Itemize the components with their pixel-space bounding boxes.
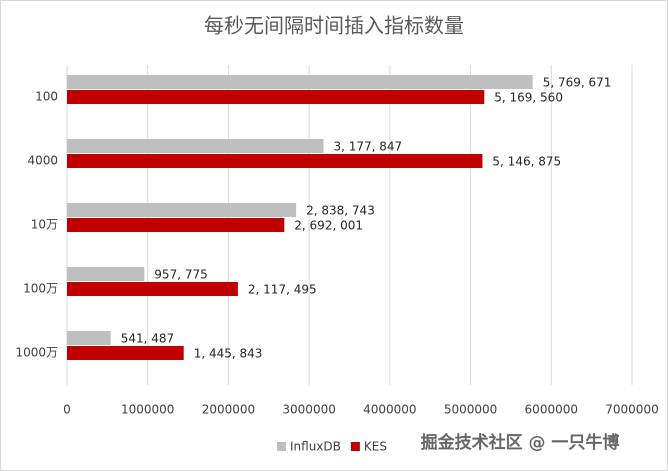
- x-tick-label: 7000000: [605, 403, 658, 417]
- x-tick-label: 6000000: [525, 403, 578, 417]
- x-tick-label: 4000000: [363, 403, 416, 417]
- legend-swatch: [350, 442, 360, 451]
- bar: [67, 154, 483, 168]
- y-tick-label: 1000万: [15, 346, 58, 360]
- value-label: 1, 445, 843: [194, 347, 263, 361]
- bar: [67, 90, 485, 104]
- value-label: 5, 769, 671: [543, 76, 612, 90]
- bar: [67, 218, 285, 232]
- value-label: 2, 117, 495: [248, 283, 317, 297]
- value-label: 2, 692, 001: [294, 219, 363, 233]
- value-label: 5, 146, 875: [492, 155, 561, 169]
- legend-swatch: [277, 442, 286, 451]
- y-tick-label: 10万: [31, 218, 58, 232]
- value-label: 5, 169, 560: [494, 91, 563, 105]
- bar: [67, 331, 111, 345]
- chart-title: 每秒无间隔时间插入指标数量: [204, 14, 464, 38]
- x-tick-label: 1000000: [121, 403, 174, 417]
- value-label: 957, 775: [154, 268, 207, 282]
- legend-label: KES: [364, 440, 387, 454]
- y-tick-label: 4000: [27, 154, 58, 168]
- bar: [67, 282, 238, 296]
- bar: [67, 139, 324, 153]
- bar: [67, 75, 533, 89]
- watermark: 掘金技术社区 @ 一只牛博: [421, 432, 620, 453]
- y-tick-label: 100万: [23, 282, 58, 296]
- bar: [67, 203, 297, 217]
- x-tick-label: 3000000: [282, 403, 335, 417]
- value-label: 541, 487: [121, 332, 174, 346]
- bar: [67, 346, 184, 360]
- value-label: 3, 177, 847: [333, 140, 402, 154]
- x-tick-label: 0: [63, 403, 71, 417]
- y-tick-label: 100: [35, 90, 58, 104]
- legend-label: InfluxDB: [290, 440, 341, 454]
- value-label: 2, 838, 743: [306, 204, 375, 218]
- bar: [67, 267, 145, 281]
- x-tick-label: 5000000: [444, 403, 497, 417]
- x-tick-label: 2000000: [202, 403, 255, 417]
